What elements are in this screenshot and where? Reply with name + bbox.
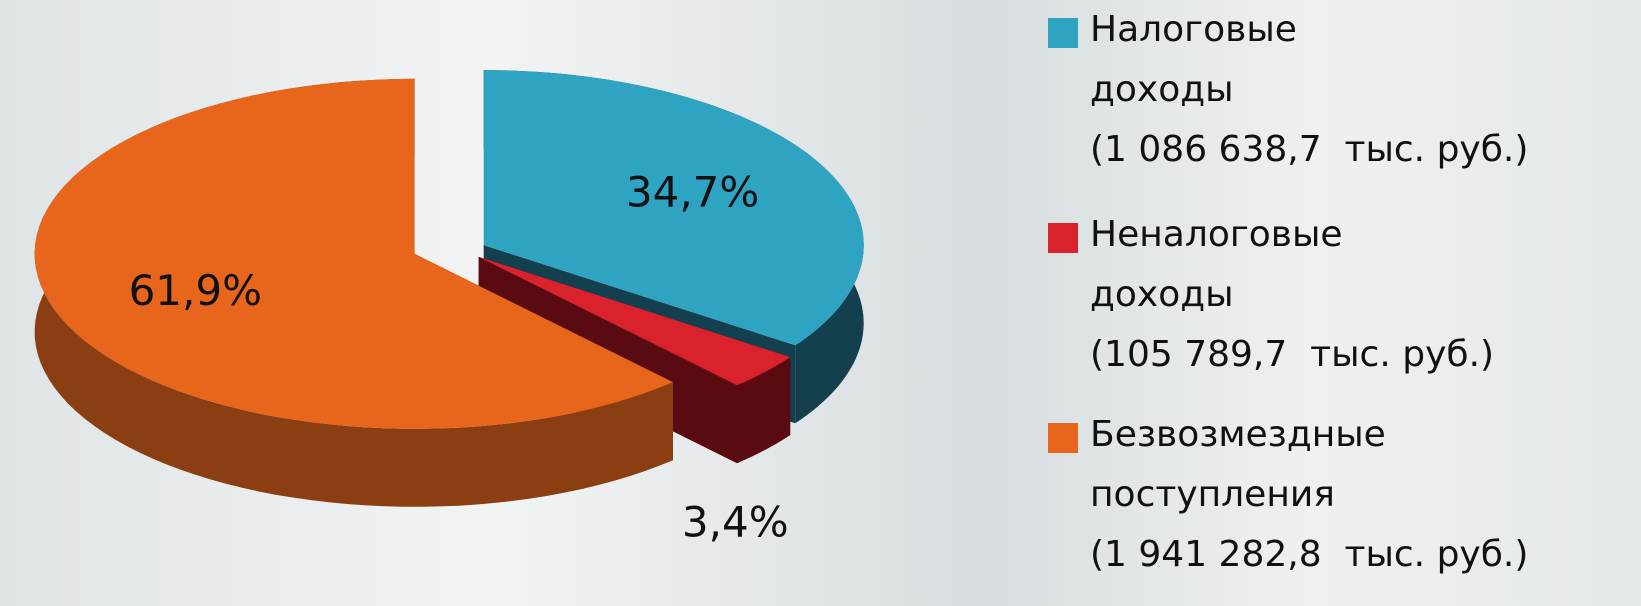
legend-amount: (105 789,7 тыс. руб.) — [1090, 334, 1495, 375]
legend-swatch — [1048, 423, 1078, 453]
legend-entry: Неналоговые доходы (105 789,7 тыс. руб.) — [1048, 205, 1610, 385]
legend-entry: Безвозмездные поступления (1 941 282,8 ты… — [1048, 405, 1610, 585]
legend-swatch — [1048, 223, 1078, 253]
data-label: 3,4% — [682, 497, 789, 546]
legend-label: Безвозмездные поступления — [1090, 414, 1386, 515]
legend-entry: Налоговые доходы (1 086 638,7 тыс. руб.) — [1048, 0, 1610, 180]
legend-amount: (1 941 282,8 тыс. руб.) — [1090, 534, 1529, 575]
legend-amount: (1 086 638,7 тыс. руб.) — [1090, 129, 1529, 170]
slice — [478, 256, 791, 386]
legend-label: Неналоговые доходы — [1090, 214, 1343, 315]
slice-side — [737, 357, 791, 464]
legend-label: Налоговые доходы — [1090, 9, 1297, 110]
legend-swatch — [1048, 18, 1078, 48]
data-label: 61,9% — [129, 266, 262, 315]
data-label: 34,7% — [626, 167, 759, 216]
slice — [483, 70, 864, 346]
slice — [34, 78, 673, 429]
